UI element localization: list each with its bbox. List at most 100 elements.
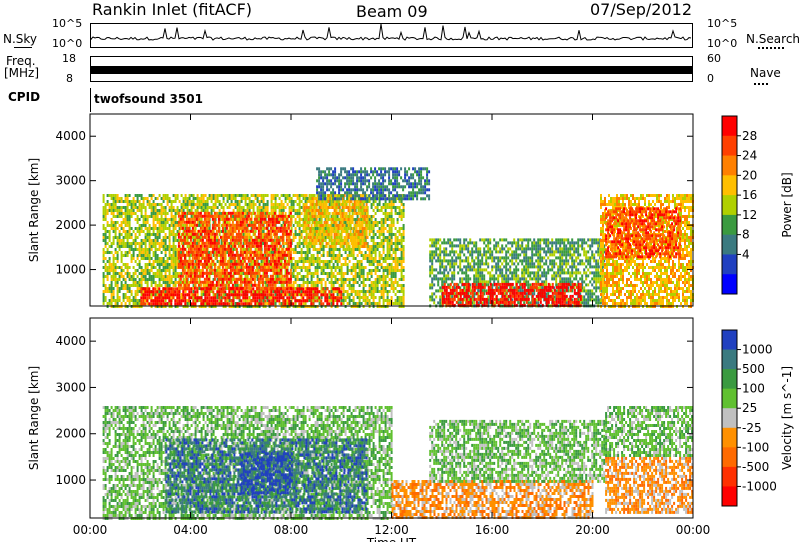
data-cell	[396, 281, 399, 284]
data-cell	[340, 269, 343, 272]
data-cell	[290, 266, 293, 269]
data-cell	[262, 233, 265, 236]
data-cell	[268, 299, 271, 303]
data-cell	[268, 290, 271, 293]
data-cell	[238, 266, 241, 269]
data-cell	[208, 227, 211, 230]
data-cell	[304, 302, 307, 305]
data-cell	[168, 197, 171, 200]
data-cell	[382, 275, 385, 278]
data-cell	[112, 260, 115, 263]
data-cell	[372, 245, 375, 248]
data-cell	[302, 251, 305, 254]
data-cell	[394, 269, 397, 272]
data-cell	[364, 290, 367, 293]
data-cell	[332, 257, 335, 260]
data-cell	[170, 257, 173, 260]
data-cell	[233, 259, 236, 263]
data-cell	[221, 268, 224, 272]
data-cell	[205, 277, 208, 281]
data-cell	[160, 209, 163, 212]
data-cell	[226, 299, 229, 302]
data-cell	[266, 200, 269, 203]
data-cell	[185, 265, 188, 269]
data-cell	[201, 235, 204, 239]
data-cell	[152, 263, 155, 266]
data-cell	[310, 260, 313, 263]
data-cell	[138, 260, 141, 263]
data-cell	[352, 266, 355, 269]
data-cell	[342, 281, 345, 284]
data-cell	[184, 227, 187, 230]
data-cell	[164, 197, 167, 200]
data-cell	[182, 290, 185, 294]
data-cell	[140, 245, 143, 248]
data-cell	[148, 224, 151, 227]
data-cell	[132, 242, 135, 245]
data-cell	[180, 203, 183, 206]
data-cell	[374, 269, 377, 272]
data-cell	[174, 269, 177, 272]
data-cell	[134, 227, 137, 230]
data-cell	[176, 251, 179, 254]
data-cell	[174, 260, 177, 263]
data-cell	[340, 278, 343, 281]
data-cell	[250, 293, 253, 297]
data-cell	[342, 290, 345, 293]
data-cell	[170, 233, 173, 236]
data-cell	[378, 299, 381, 302]
data-cell	[152, 293, 155, 297]
data-cell	[346, 272, 349, 275]
data-cell	[280, 224, 283, 227]
data-cell	[240, 206, 243, 209]
data-cell	[212, 209, 215, 212]
data-cell	[226, 302, 229, 306]
data-cell	[174, 227, 177, 230]
data-cell	[258, 290, 261, 294]
data-cell	[306, 281, 309, 284]
data-cell	[191, 211, 194, 215]
data-cell	[378, 251, 381, 254]
data-cell	[227, 250, 230, 254]
data-cell	[394, 242, 397, 245]
data-cell	[270, 242, 273, 245]
data-cell	[104, 227, 107, 230]
data-cell	[134, 281, 137, 284]
data-cell	[231, 229, 234, 233]
data-cell	[342, 257, 345, 260]
data-cell	[140, 251, 143, 254]
data-cell	[248, 254, 251, 257]
data-cell	[262, 206, 265, 209]
data-cell	[218, 203, 221, 206]
data-cell	[348, 287, 351, 290]
data-cell	[156, 254, 159, 257]
data-cell	[164, 293, 167, 297]
data-cell	[126, 242, 129, 245]
data-cell	[286, 290, 289, 294]
data-cell	[186, 293, 189, 297]
data-cell	[326, 299, 329, 303]
data-cell	[172, 290, 175, 294]
data-cell	[130, 254, 133, 257]
data-cell	[400, 248, 403, 251]
data-cell	[400, 200, 403, 203]
data-cell	[376, 206, 379, 209]
data-cell	[102, 278, 105, 281]
data-cell	[110, 224, 113, 227]
data-cell	[330, 302, 333, 305]
data-cell	[122, 242, 125, 245]
data-cell	[170, 209, 173, 212]
data-cell	[158, 260, 161, 263]
data-cell	[229, 241, 232, 245]
data-cell	[146, 254, 149, 257]
data-cell	[104, 266, 107, 269]
data-cell	[199, 262, 202, 266]
data-cell	[228, 281, 231, 284]
data-cell	[120, 224, 123, 227]
data-cell	[384, 203, 387, 206]
data-cell	[370, 275, 373, 278]
data-cell	[216, 296, 219, 299]
data-cell	[348, 251, 351, 254]
data-cell	[114, 221, 117, 224]
data-cell	[104, 251, 107, 254]
